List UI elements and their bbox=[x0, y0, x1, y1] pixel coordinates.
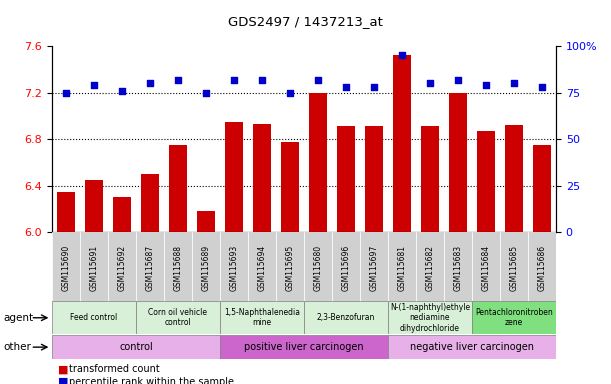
Text: GSM115687: GSM115687 bbox=[145, 245, 155, 291]
Point bbox=[481, 82, 491, 88]
Text: negative liver carcinogen: negative liver carcinogen bbox=[410, 342, 534, 352]
Bar bbox=[276, 232, 304, 303]
Text: ■: ■ bbox=[58, 364, 68, 374]
Bar bbox=[85, 180, 103, 232]
Text: control: control bbox=[119, 342, 153, 352]
Bar bbox=[136, 232, 164, 303]
Bar bbox=[281, 142, 299, 232]
Text: GSM115686: GSM115686 bbox=[538, 245, 546, 291]
Bar bbox=[225, 122, 243, 232]
Bar bbox=[197, 211, 215, 232]
Bar bbox=[141, 174, 159, 232]
Bar bbox=[449, 93, 467, 232]
Text: GSM115697: GSM115697 bbox=[370, 245, 378, 291]
Bar bbox=[365, 126, 383, 232]
Bar bbox=[528, 232, 556, 303]
Text: GSM115693: GSM115693 bbox=[230, 245, 238, 291]
Point bbox=[453, 76, 463, 83]
Bar bbox=[253, 124, 271, 232]
Text: GSM115682: GSM115682 bbox=[425, 245, 434, 291]
Point bbox=[397, 52, 407, 58]
Text: transformed count: transformed count bbox=[69, 364, 160, 374]
Text: Pentachloronitroben
zene: Pentachloronitroben zene bbox=[475, 308, 553, 328]
Point bbox=[89, 82, 99, 88]
Bar bbox=[304, 301, 388, 334]
Text: ■: ■ bbox=[58, 377, 68, 384]
Point bbox=[509, 80, 519, 86]
Bar bbox=[388, 232, 416, 303]
Text: GSM115684: GSM115684 bbox=[481, 245, 491, 291]
Point bbox=[369, 84, 379, 90]
Bar bbox=[421, 126, 439, 232]
Point bbox=[341, 84, 351, 90]
Point bbox=[173, 76, 183, 83]
Text: 2,3-Benzofuran: 2,3-Benzofuran bbox=[316, 313, 375, 322]
Text: GSM115695: GSM115695 bbox=[285, 245, 295, 291]
Text: positive liver carcinogen: positive liver carcinogen bbox=[244, 342, 364, 352]
Text: GSM115690: GSM115690 bbox=[62, 245, 70, 291]
Text: GSM115688: GSM115688 bbox=[174, 245, 183, 291]
Bar bbox=[164, 232, 192, 303]
Bar bbox=[472, 301, 556, 334]
Bar bbox=[505, 125, 523, 232]
Text: Feed control: Feed control bbox=[70, 313, 117, 322]
Bar bbox=[57, 192, 75, 232]
Bar bbox=[80, 232, 108, 303]
Bar bbox=[309, 93, 327, 232]
Bar bbox=[169, 145, 187, 232]
Bar bbox=[220, 232, 248, 303]
Point bbox=[313, 76, 323, 83]
Bar bbox=[192, 232, 220, 303]
Text: GDS2497 / 1437213_at: GDS2497 / 1437213_at bbox=[228, 15, 383, 28]
Text: GSM115696: GSM115696 bbox=[342, 245, 351, 291]
Text: other: other bbox=[3, 342, 31, 352]
Point bbox=[425, 80, 435, 86]
Text: GSM115683: GSM115683 bbox=[453, 245, 463, 291]
Text: N-(1-naphthyl)ethyle
nediamine
dihydrochloride: N-(1-naphthyl)ethyle nediamine dihydroch… bbox=[390, 303, 470, 333]
Bar bbox=[360, 232, 388, 303]
Bar bbox=[388, 301, 472, 334]
Bar bbox=[52, 301, 136, 334]
Bar bbox=[533, 145, 551, 232]
Bar bbox=[220, 335, 388, 359]
Text: GSM115692: GSM115692 bbox=[117, 245, 126, 291]
Text: Corn oil vehicle
control: Corn oil vehicle control bbox=[148, 308, 208, 328]
Bar bbox=[388, 335, 556, 359]
Point bbox=[257, 76, 267, 83]
Text: percentile rank within the sample: percentile rank within the sample bbox=[69, 377, 234, 384]
Bar bbox=[393, 55, 411, 232]
Text: 1,5-Naphthalenedia
mine: 1,5-Naphthalenedia mine bbox=[224, 308, 300, 328]
Bar bbox=[108, 232, 136, 303]
Text: GSM115691: GSM115691 bbox=[89, 245, 98, 291]
Bar bbox=[337, 126, 355, 232]
Text: agent: agent bbox=[3, 313, 33, 323]
Point bbox=[537, 84, 547, 90]
Text: GSM115689: GSM115689 bbox=[202, 245, 210, 291]
Point bbox=[201, 89, 211, 96]
Bar bbox=[113, 197, 131, 232]
Bar bbox=[416, 232, 444, 303]
Point bbox=[285, 89, 295, 96]
Text: GSM115680: GSM115680 bbox=[313, 245, 323, 291]
Bar bbox=[248, 232, 276, 303]
Point bbox=[61, 89, 71, 96]
Bar bbox=[52, 335, 220, 359]
Bar bbox=[500, 232, 528, 303]
Bar bbox=[136, 301, 220, 334]
Point bbox=[229, 76, 239, 83]
Point bbox=[145, 80, 155, 86]
Bar bbox=[220, 301, 304, 334]
Bar bbox=[304, 232, 332, 303]
Point bbox=[117, 88, 127, 94]
Text: GSM115681: GSM115681 bbox=[398, 245, 406, 291]
Bar bbox=[472, 232, 500, 303]
Bar bbox=[477, 131, 495, 232]
Text: GSM115685: GSM115685 bbox=[510, 245, 519, 291]
Bar bbox=[52, 232, 80, 303]
Bar bbox=[332, 232, 360, 303]
Bar bbox=[444, 232, 472, 303]
Text: GSM115694: GSM115694 bbox=[257, 245, 266, 291]
